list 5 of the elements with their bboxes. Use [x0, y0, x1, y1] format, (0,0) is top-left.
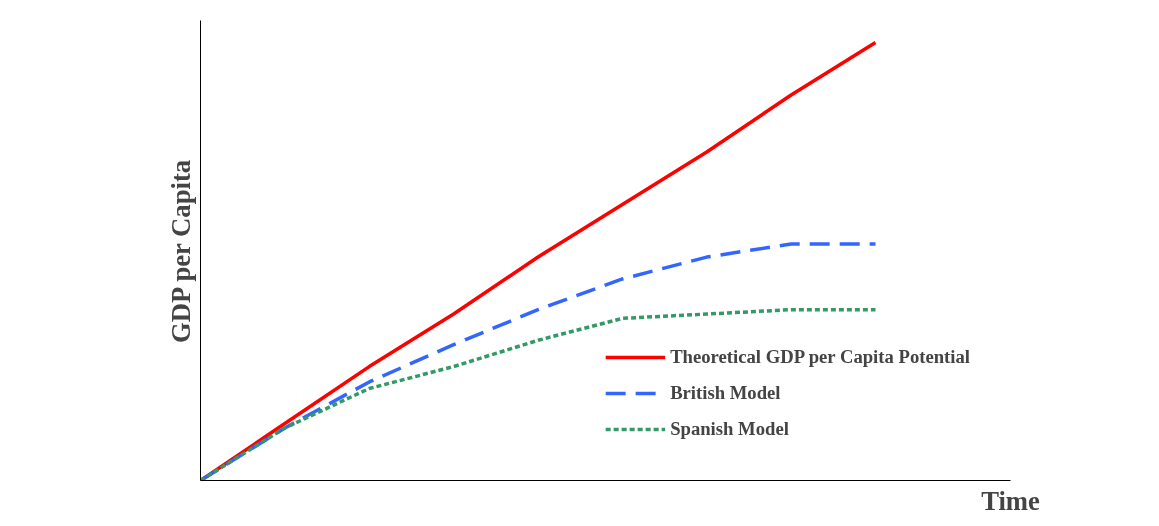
legend-label: Spanish Model [670, 418, 789, 440]
y-axis-title: GDP per Capita [165, 159, 196, 344]
legend-label: Theoretical GDP per Capita Potential [670, 346, 970, 368]
legend-label: British Model [670, 382, 781, 404]
x-axis-title: Time [981, 485, 1041, 516]
